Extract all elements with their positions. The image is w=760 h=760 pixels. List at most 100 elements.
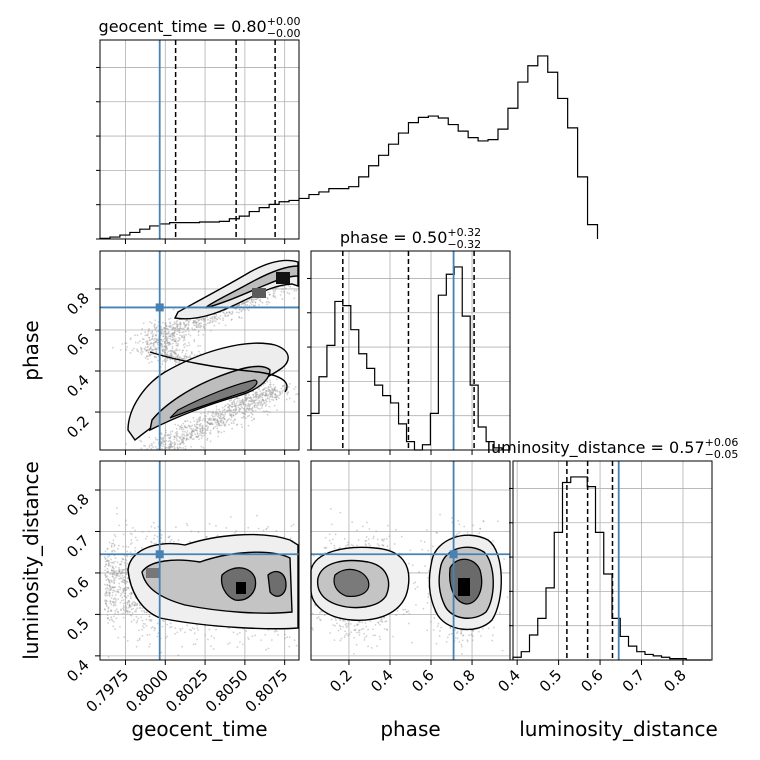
scatter-ld-vs-geocent-dot bbox=[148, 633, 151, 636]
scatter-phase-vs-geocent-dot bbox=[149, 346, 152, 348]
scatter-phase-vs-geocent-dot bbox=[246, 407, 248, 410]
scatter-ld-vs-geocent-dot bbox=[169, 626, 171, 629]
scatter-phase-vs-geocent-dot bbox=[182, 327, 185, 330]
scatter-phase-vs-geocent-dot bbox=[150, 442, 153, 445]
scatter-phase-vs-geocent-dot bbox=[173, 331, 176, 334]
scatter-ld-vs-geocent-dot bbox=[122, 533, 125, 536]
scatter-phase-vs-geocent-dot bbox=[269, 381, 272, 384]
scatter-phase-vs-geocent-dot bbox=[237, 406, 240, 409]
scatter-ld-vs-geocent-dot bbox=[129, 532, 132, 535]
scatter-phase-vs-geocent-dot bbox=[206, 421, 209, 423]
scatter-phase-vs-geocent-dot bbox=[186, 433, 189, 436]
scatter-phase-vs-geocent-dot bbox=[232, 409, 235, 412]
scatter-phase-vs-geocent-dot bbox=[231, 403, 234, 406]
scatter-phase-vs-geocent-dot bbox=[183, 346, 186, 349]
scatter-ld-vs-geocent-dot bbox=[153, 542, 156, 545]
scatter-phase-vs-geocent-dot bbox=[268, 405, 271, 408]
scatter-ld-vs-geocent-dot bbox=[295, 644, 298, 647]
scatter-phase-vs-geocent-dot bbox=[230, 415, 233, 418]
scatter-phase-vs-geocent-dot bbox=[257, 395, 260, 398]
scatter-ld-vs-geocent-dot bbox=[216, 534, 219, 537]
scatter-phase-vs-geocent-dot bbox=[150, 350, 153, 353]
scatter-phase-vs-geocent-dot bbox=[169, 335, 171, 338]
scatter-ld-vs-geocent-dot bbox=[117, 636, 120, 639]
scatter-ld-vs-geocent-dot bbox=[197, 629, 200, 631]
scatter-phase-vs-geocent-dot bbox=[146, 334, 149, 337]
scatter-phase-vs-geocent-dot bbox=[248, 405, 251, 408]
scatter-phase-vs-geocent-dot bbox=[234, 405, 237, 408]
scatter-phase-vs-geocent-dot bbox=[146, 334, 148, 337]
scatter-ld-vs-geocent-dot bbox=[111, 569, 113, 572]
scatter-phase-vs-geocent-dot bbox=[272, 383, 275, 386]
scatter-phase-vs-geocent-dot bbox=[293, 400, 296, 403]
scatter-ld-vs-geocent-dot bbox=[110, 597, 113, 599]
scatter-ld-vs-geocent-dot bbox=[257, 527, 260, 530]
scatter-ld-vs-geocent-dot bbox=[125, 519, 127, 522]
scatter-phase-vs-geocent-dot bbox=[148, 349, 151, 352]
scatter-phase-vs-geocent-dot bbox=[209, 432, 212, 435]
scatter-phase-vs-geocent-dot bbox=[174, 436, 177, 439]
scatter-phase-vs-geocent-dot bbox=[154, 319, 157, 322]
scatter-ld-vs-geocent-dot bbox=[104, 599, 107, 602]
scatter-phase-vs-geocent-dot bbox=[150, 447, 153, 450]
scatter-phase-vs-geocent-dot bbox=[162, 335, 165, 338]
scatter-phase-vs-geocent-dot bbox=[261, 393, 263, 396]
scatter-ld-vs-geocent-dot bbox=[141, 628, 143, 631]
scatter-ld-vs-geocent-dot bbox=[192, 643, 195, 646]
scatter-phase-vs-geocent-dot bbox=[207, 412, 209, 415]
scatter-phase-vs-geocent-dot bbox=[175, 322, 177, 325]
scatter-phase-vs-geocent-dot bbox=[243, 309, 246, 311]
scatter-phase-vs-geocent-dot bbox=[246, 304, 249, 306]
scatter-phase-vs-geocent-dot bbox=[196, 436, 199, 439]
scatter-phase-vs-geocent-dot bbox=[252, 396, 255, 399]
scatter-phase-vs-geocent-dot bbox=[246, 415, 249, 418]
scatter-ld-vs-geocent-dot bbox=[235, 530, 238, 532]
scatter-phase-vs-geocent-dot bbox=[208, 419, 211, 422]
scatter-phase-vs-geocent-dot bbox=[182, 436, 185, 439]
scatter-ld-vs-geocent-dot bbox=[120, 577, 123, 579]
scatter-phase-vs-geocent-dot bbox=[163, 433, 166, 436]
scatter-phase-vs-geocent-dot bbox=[269, 379, 271, 382]
scatter-phase-vs-geocent-dot bbox=[181, 331, 184, 334]
scatter-phase-vs-geocent-dot bbox=[216, 317, 218, 320]
scatter-phase-vs-geocent-dot bbox=[152, 343, 155, 346]
scatter-phase-vs-geocent-dot bbox=[206, 437, 209, 440]
scatter-phase-vs-geocent-dot bbox=[256, 297, 259, 300]
scatter-phase-vs-geocent-dot bbox=[164, 447, 167, 450]
scatter-ld-vs-geocent-dot bbox=[116, 573, 118, 575]
scatter-phase-vs-geocent-dot bbox=[183, 334, 186, 336]
scatter-ld-vs-geocent-dot bbox=[104, 565, 106, 568]
scatter-phase-vs-geocent-dot bbox=[247, 402, 250, 405]
scatter-phase-vs-geocent-dot bbox=[165, 431, 167, 434]
scatter-phase-vs-geocent-dot bbox=[227, 409, 230, 412]
scatter-phase-vs-geocent-dot bbox=[261, 403, 264, 406]
scatter-phase-vs-geocent-dot bbox=[186, 345, 188, 347]
scatter-phase-vs-geocent-dot bbox=[184, 426, 186, 428]
scatter-phase-vs-geocent-dot bbox=[251, 301, 254, 304]
scatter-phase-vs-geocent-dot bbox=[254, 298, 257, 301]
scatter-phase-vs-geocent-dot bbox=[264, 402, 266, 405]
scatter-phase-vs-geocent-dot bbox=[169, 354, 171, 357]
scatter-phase-vs-geocent-dot bbox=[246, 300, 249, 303]
scatter-ld-vs-geocent-dot bbox=[113, 579, 116, 581]
scatter-ld-vs-geocent-dot bbox=[153, 534, 156, 537]
scatter-phase-vs-geocent-dot bbox=[268, 400, 271, 403]
scatter-ld-vs-geocent-dot bbox=[153, 527, 156, 529]
scatter-phase-vs-geocent-dot bbox=[161, 328, 164, 331]
scatter-ld-vs-geocent-dot bbox=[124, 587, 126, 590]
scatter-phase-vs-geocent-dot bbox=[243, 302, 246, 305]
scatter-phase-vs-geocent-dot bbox=[269, 393, 271, 395]
scatter-ld-vs-geocent-dot bbox=[148, 645, 151, 648]
scatter-ld-vs-geocent-dot bbox=[106, 594, 108, 597]
scatter-ld-vs-geocent-dot bbox=[170, 625, 173, 628]
scatter-phase-vs-geocent-dot bbox=[289, 382, 291, 385]
scatter-phase-vs-geocent-dot bbox=[265, 410, 268, 413]
scatter-ld-vs-geocent-dot bbox=[119, 601, 122, 604]
scatter-phase-vs-geocent-dot bbox=[249, 302, 252, 304]
scatter-ld-vs-geocent-dot bbox=[140, 609, 143, 612]
scatter-phase-vs-geocent-dot bbox=[225, 410, 228, 413]
scatter-ld-vs-geocent-dot bbox=[186, 624, 188, 627]
scatter-phase-vs-geocent-dot bbox=[279, 393, 282, 396]
scatter-phase-vs-geocent-dot bbox=[187, 326, 190, 329]
scatter-phase-vs-geocent-dot bbox=[164, 322, 167, 325]
